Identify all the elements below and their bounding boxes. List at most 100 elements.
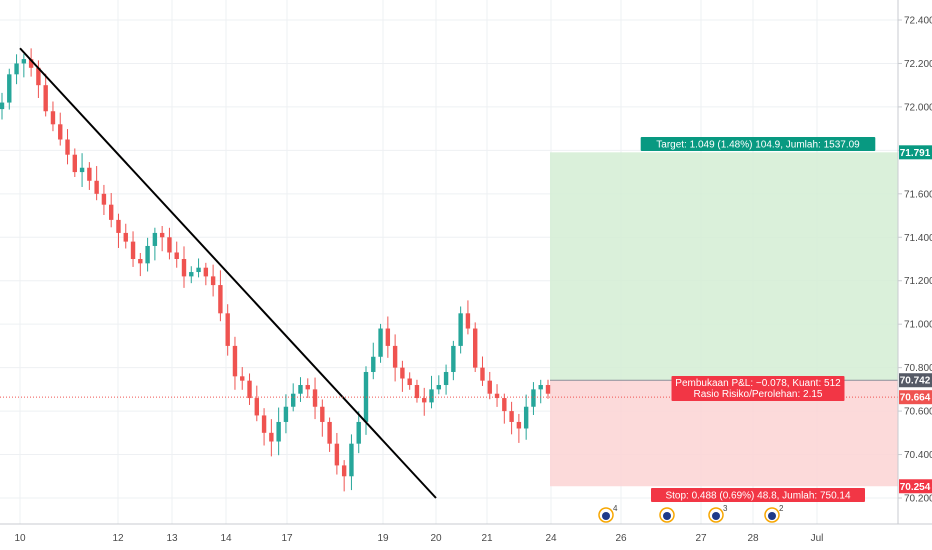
candle-up[interactable] [7,74,12,103]
candle-up[interactable] [291,393,296,407]
candle-down[interactable] [240,376,245,381]
time-tick-label: 21 [481,533,493,544]
candle-down[interactable] [87,167,92,181]
candle-down[interactable] [494,393,500,399]
candle-up[interactable] [371,356,376,372]
candle-down[interactable] [159,232,165,238]
candle-up[interactable] [531,389,536,407]
candle-up[interactable] [523,406,529,429]
candle-down[interactable] [43,85,48,112]
trendline-group[interactable] [19,47,437,499]
candle-up[interactable] [189,272,194,277]
candle-down[interactable] [130,241,136,259]
flag-icon[interactable]: 2 [764,504,784,523]
price-tick-label: 70.600 [904,407,932,418]
stop-label-text: Stop: 0.488 (0.69%) 48.8, Jumlah: 750.14 [665,491,851,502]
event-markers[interactable]: 4 3 2 [598,504,784,523]
flag-icon[interactable]: 4 [598,504,618,523]
candle-down[interactable] [123,232,128,242]
candle-down[interactable] [50,111,56,125]
candle-down[interactable] [465,313,471,329]
candle-up[interactable] [79,167,85,173]
event-flag [712,512,720,520]
candle-up[interactable] [196,267,201,273]
candle-up[interactable] [21,59,27,64]
candle-down[interactable] [109,204,114,220]
target-zone[interactable] [550,152,898,381]
candle-up[interactable] [356,421,361,444]
candle-down[interactable] [247,380,252,399]
candle-up[interactable] [283,406,289,422]
candle-down[interactable] [203,267,209,277]
trendline[interactable] [19,47,437,499]
candle-up[interactable] [145,245,150,264]
candle-down[interactable] [400,367,405,379]
candle-down[interactable] [385,328,391,346]
candle-up[interactable] [14,63,19,75]
candle-down[interactable] [167,237,172,253]
flag-icon[interactable] [659,507,675,523]
candle-down[interactable] [36,67,41,86]
candle-down[interactable] [210,276,216,286]
candle-down[interactable] [261,415,267,433]
candle-down[interactable] [28,59,34,68]
event-flag [602,512,610,520]
candle-down[interactable] [502,398,507,412]
candle-down[interactable] [305,385,310,390]
candle-down[interactable] [480,367,485,381]
candle-down[interactable] [218,285,223,314]
candle-down[interactable] [94,180,99,194]
candle-up[interactable] [298,385,303,394]
candle-up[interactable] [0,102,5,110]
candle-down[interactable] [225,313,230,346]
candle-up[interactable] [436,385,441,390]
candle-up[interactable] [152,232,158,246]
candle-down[interactable] [407,378,412,386]
flag-icon[interactable]: 3 [708,504,728,523]
candle-down[interactable] [327,421,332,444]
candle-down[interactable] [232,345,238,377]
time-tick-label: 12 [112,533,124,544]
candle-down[interactable] [181,259,187,277]
candle-down[interactable] [312,389,318,407]
candle-down[interactable] [58,124,63,140]
candle-down[interactable] [473,328,478,368]
price-axis[interactable] [898,0,932,550]
candle-down[interactable] [422,398,427,403]
time-tick-label: 10 [14,533,26,544]
candle-down[interactable] [392,345,398,368]
candle-down[interactable] [545,385,551,394]
candle-down[interactable] [65,139,70,155]
candle-down[interactable] [341,465,347,477]
candle-up[interactable] [429,389,434,403]
candle-down[interactable] [334,443,340,466]
candle-down[interactable] [269,432,274,442]
candlestick-series[interactable] [0,48,551,492]
position-zones[interactable] [550,152,898,487]
candle-down[interactable] [487,380,492,394]
candle-up[interactable] [443,371,449,386]
candle-up[interactable] [538,385,543,390]
candle-up[interactable] [458,313,463,346]
candle-down[interactable] [174,252,179,259]
candle-up[interactable] [276,421,281,442]
candle-down[interactable] [516,421,522,429]
candle-down[interactable] [254,398,259,416]
candle-down[interactable] [138,259,143,264]
candle-down[interactable] [116,219,121,233]
candle-down[interactable] [509,411,514,422]
candle-down[interactable] [72,154,77,173]
candle-up[interactable] [349,443,354,477]
candle-up[interactable] [378,328,383,357]
target-label-text: Target: 1.049 (1.48%) 104.9, Jumlah: 153… [656,140,860,151]
price-tick-label: 70.200 [904,494,932,505]
candle-down[interactable] [414,385,420,399]
candle-down[interactable] [101,193,107,205]
candle-down[interactable] [320,406,325,422]
entry-price-tag: 70.742 [899,373,932,388]
time-axis[interactable] [0,524,932,550]
candle-up[interactable] [451,345,456,372]
